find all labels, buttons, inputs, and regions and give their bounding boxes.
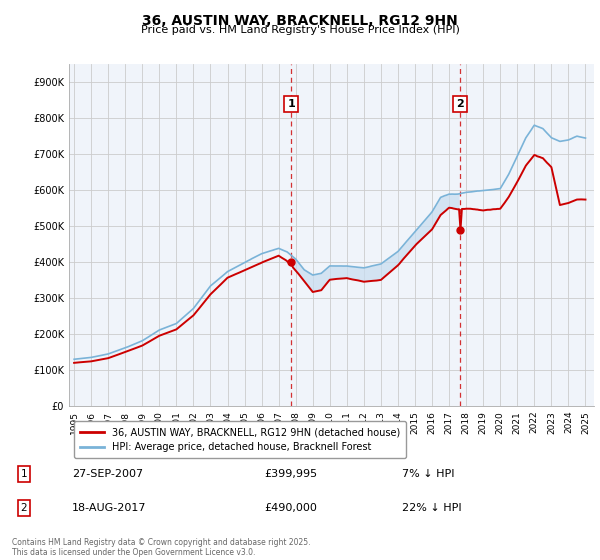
Text: £490,000: £490,000 (264, 502, 317, 512)
Legend: 36, AUSTIN WAY, BRACKNELL, RG12 9HN (detached house), HPI: Average price, detach: 36, AUSTIN WAY, BRACKNELL, RG12 9HN (det… (74, 421, 406, 458)
Text: 2: 2 (20, 502, 28, 512)
Text: 1: 1 (287, 99, 295, 109)
Text: Contains HM Land Registry data © Crown copyright and database right 2025.
This d: Contains HM Land Registry data © Crown c… (12, 538, 311, 557)
Text: £399,995: £399,995 (264, 469, 317, 479)
Text: 2: 2 (456, 99, 464, 109)
Text: 22% ↓ HPI: 22% ↓ HPI (402, 502, 461, 512)
Text: 1: 1 (20, 469, 28, 479)
Text: 18-AUG-2017: 18-AUG-2017 (72, 502, 146, 512)
Text: 27-SEP-2007: 27-SEP-2007 (72, 469, 143, 479)
Text: 36, AUSTIN WAY, BRACKNELL, RG12 9HN: 36, AUSTIN WAY, BRACKNELL, RG12 9HN (142, 14, 458, 28)
Text: Price paid vs. HM Land Registry's House Price Index (HPI): Price paid vs. HM Land Registry's House … (140, 25, 460, 35)
Text: 7% ↓ HPI: 7% ↓ HPI (402, 469, 455, 479)
